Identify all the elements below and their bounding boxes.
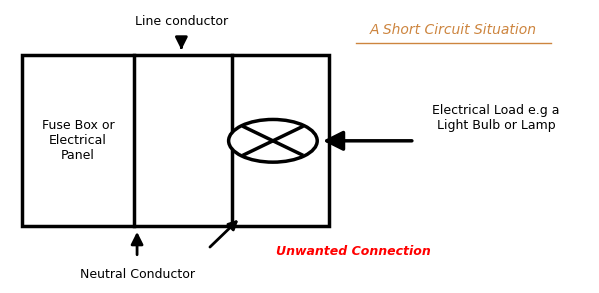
Text: Unwanted Connection: Unwanted Connection: [276, 245, 431, 258]
Circle shape: [229, 120, 317, 162]
Text: A Short Circuit Situation: A Short Circuit Situation: [370, 23, 537, 37]
Bar: [22, 55, 329, 226]
Text: Electrical Load e.g a
Light Bulb or Lamp: Electrical Load e.g a Light Bulb or Lamp: [432, 104, 560, 132]
Text: Fuse Box or
Electrical
Panel: Fuse Box or Electrical Panel: [42, 119, 114, 162]
Text: Neutral Conductor: Neutral Conductor: [80, 268, 195, 281]
Text: Line conductor: Line conductor: [135, 15, 228, 28]
